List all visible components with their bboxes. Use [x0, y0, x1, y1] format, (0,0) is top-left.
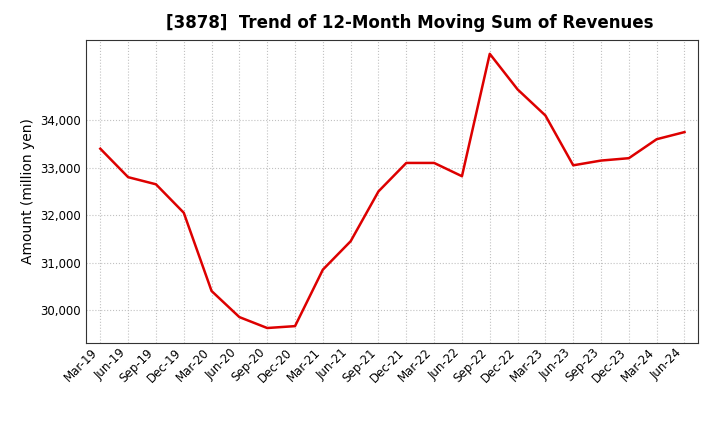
Text: [3878]  Trend of 12-Month Moving Sum of Revenues: [3878] Trend of 12-Month Moving Sum of R…: [166, 15, 654, 33]
Y-axis label: Amount (million yen): Amount (million yen): [21, 118, 35, 264]
